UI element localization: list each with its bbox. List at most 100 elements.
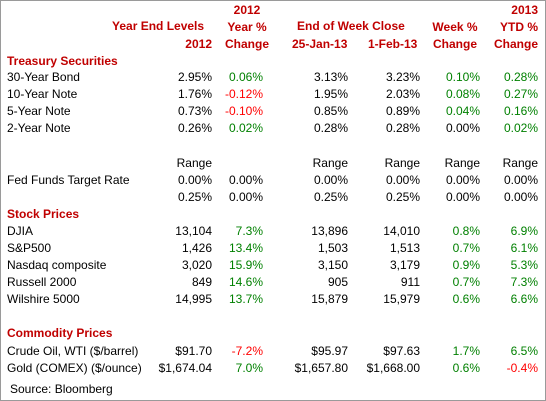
row-label: 30-Year Bond xyxy=(7,70,80,84)
cell-date1: 1,503 xyxy=(317,241,348,255)
cell-week-pct: 0.00% xyxy=(445,121,480,135)
cell-date1: 905 xyxy=(327,275,348,289)
row-label: Crude Oil, WTI ($/barrel) xyxy=(7,344,139,358)
cell-date2: 0.25% xyxy=(385,190,420,204)
cell-year-pct: 13.7% xyxy=(228,292,263,306)
cell-year-pct: 0.00% xyxy=(228,190,263,204)
date-1-feb-header: 1-Feb-13 xyxy=(368,37,418,51)
cell-year-end: 0.25% xyxy=(177,190,212,204)
cell-year-pct: -7.2% xyxy=(231,344,263,358)
cell-date2: 0.28% xyxy=(385,121,420,135)
cell-date2: 0.00% xyxy=(385,173,420,187)
end-of-week-close-header: End of Week Close xyxy=(297,19,405,33)
cell-year-pct: -0.12% xyxy=(224,87,263,101)
cell-date2: 15,979 xyxy=(383,292,420,306)
row-label: Russell 2000 xyxy=(7,275,77,289)
cell-date1: 3.13% xyxy=(313,70,348,84)
cell-year-end: 1.76% xyxy=(177,87,212,101)
cell-year-end: $1,674.04 xyxy=(158,361,212,375)
range-label-date1: Range xyxy=(312,156,348,170)
cell-date1: $1,657.80 xyxy=(294,361,348,375)
cell-ytd-pct: -0.4% xyxy=(506,361,538,375)
cell-week-pct: 0.08% xyxy=(445,87,480,101)
cell-date1: 13,896 xyxy=(311,224,348,238)
cell-year-end: 3,020 xyxy=(181,258,212,272)
range-label-ytd: Range xyxy=(502,156,538,170)
cell-year-pct: 7.0% xyxy=(235,361,263,375)
cell-ytd-pct: 0.27% xyxy=(503,87,538,101)
cell-year-pct: 15.9% xyxy=(228,258,263,272)
cell-date2: 0.89% xyxy=(385,104,420,118)
cell-ytd-pct: 7.3% xyxy=(510,275,538,289)
cell-week-pct: 0.6% xyxy=(452,361,480,375)
row-label: 2-Year Note xyxy=(7,121,71,135)
commodities-section-title: Commodity Prices xyxy=(7,326,113,340)
ytd-pct-change-header: Change xyxy=(493,37,538,51)
row-label: 5-Year Note xyxy=(7,104,71,118)
week-pct-header: Week % xyxy=(432,20,478,34)
cell-date2: 3.23% xyxy=(385,70,420,84)
cell-date1: 0.85% xyxy=(313,104,348,118)
cell-date1: 0.28% xyxy=(313,121,348,135)
date-25-jan-header: 25-Jan-13 xyxy=(292,37,348,51)
cell-ytd-pct: 0.28% xyxy=(503,70,538,84)
year-pct-header: Year % xyxy=(227,20,267,34)
row-label: Nasdaq composite xyxy=(7,258,107,272)
year-end-year-header: 2012 xyxy=(185,37,212,51)
cell-week-pct: 0.7% xyxy=(452,241,480,255)
cell-year-end: 14,995 xyxy=(175,292,212,306)
year-end-levels-header: Year End Levels xyxy=(112,19,205,33)
year-pct-change-header: Change xyxy=(224,37,269,51)
cell-ytd-pct: 0.02% xyxy=(503,121,538,135)
cell-date2: $97.63 xyxy=(383,344,420,358)
week-pct-change-header: Change xyxy=(432,37,477,51)
cell-year-pct: 0.00% xyxy=(228,173,263,187)
cell-year-pct: 0.06% xyxy=(228,70,263,84)
fed-funds-label: Fed Funds Target Rate xyxy=(7,173,130,187)
cell-date1: 15,879 xyxy=(311,292,348,306)
cell-year-end: 0.00% xyxy=(177,173,212,187)
cell-date1: 0.00% xyxy=(313,173,348,187)
cell-date1: $95.97 xyxy=(311,344,348,358)
cell-year-pct: 14.6% xyxy=(228,275,263,289)
cell-week-pct: 0.6% xyxy=(452,292,480,306)
cell-year-pct: 13.4% xyxy=(228,241,263,255)
cell-year-end: 0.26% xyxy=(177,121,212,135)
ytd-pct-header: YTD % xyxy=(499,20,538,34)
cell-date2: 1,513 xyxy=(389,241,420,255)
cell-week-pct: 0.8% xyxy=(452,224,480,238)
cell-date2: 2.03% xyxy=(385,87,420,101)
cell-year-pct: 7.3% xyxy=(235,224,263,238)
cell-date2: 3,179 xyxy=(389,258,420,272)
year-pct-year-header: 2012 xyxy=(233,3,261,17)
source-note: Source: Bloomberg xyxy=(10,382,113,396)
cell-week-pct: 1.7% xyxy=(452,344,480,358)
cell-week-pct: 0.9% xyxy=(452,258,480,272)
cell-ytd-pct: 0.16% xyxy=(503,104,538,118)
cell-date2: 14,010 xyxy=(383,224,420,238)
row-label: 10-Year Note xyxy=(7,87,78,101)
treasury-section-title: Treasury Securities xyxy=(7,54,118,68)
cell-ytd-pct: 6.5% xyxy=(510,344,538,358)
cell-date1: 3,150 xyxy=(317,258,348,272)
cell-date2: $1,668.00 xyxy=(366,361,420,375)
cell-year-end: 2.95% xyxy=(177,70,212,84)
cell-ytd-pct: 0.00% xyxy=(503,190,538,204)
cell-year-pct: 0.02% xyxy=(228,121,263,135)
cell-ytd-pct: 6.1% xyxy=(510,241,538,255)
cell-date2: 911 xyxy=(400,275,420,289)
cell-year-end: 13,104 xyxy=(175,224,212,238)
row-label: S&P500 xyxy=(7,241,52,255)
range-label-date2: Range xyxy=(384,156,420,170)
cell-week-pct: 0.00% xyxy=(445,190,480,204)
row-label: Gold (COMEX) ($/ounce) xyxy=(7,361,142,375)
cell-ytd-pct: 0.00% xyxy=(503,173,538,187)
cell-week-pct: 0.7% xyxy=(452,275,480,289)
row-label: DJIA xyxy=(7,224,34,238)
cell-ytd-pct: 5.3% xyxy=(510,258,538,272)
cell-date1: 0.25% xyxy=(313,190,348,204)
stocks-section-title: Stock Prices xyxy=(7,207,80,221)
ytd-year-header: 2013 xyxy=(511,3,538,17)
cell-year-end: $91.70 xyxy=(175,344,212,358)
cell-year-end: 849 xyxy=(191,275,212,289)
